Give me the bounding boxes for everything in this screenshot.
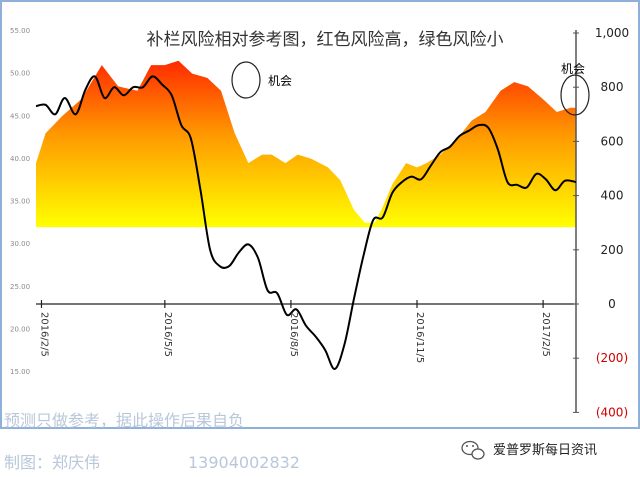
x-tick-label: 2016/2/5 xyxy=(39,312,50,357)
annotation-circle-1 xyxy=(231,61,261,99)
left-tick-label: 25.00 xyxy=(10,283,30,291)
left-tick-label: 45.00 xyxy=(10,112,30,120)
left-tick-label: 40.00 xyxy=(10,155,30,163)
annotations-layer: 机会 机会 xyxy=(231,61,590,116)
chart-title: 补栏风险相对参考图，红色风险高，绿色风险小 xyxy=(147,30,504,50)
footer-disclaimer: 预测只做参考，据此操作后果自负 xyxy=(4,411,244,430)
x-tick-label: 2016/8/5 xyxy=(288,312,299,357)
left-tick-label: 15.00 xyxy=(10,368,30,376)
right-tick-label: (400) xyxy=(596,405,628,419)
annotation-label-2: 机会 xyxy=(561,62,585,76)
area-series-fill xyxy=(36,60,576,228)
annotation-circle-2 xyxy=(560,74,590,116)
left-tick-label: 55.00 xyxy=(10,27,30,35)
left-tick-label: 20.00 xyxy=(10,325,30,333)
left-tick-label: 30.00 xyxy=(10,240,30,248)
right-tick-label: 0 xyxy=(608,297,616,311)
area-layer xyxy=(36,60,576,228)
right-tick-label: 1,000 xyxy=(595,26,629,40)
right-tick-label: 800 xyxy=(601,80,624,94)
footer-author: 制图：郑庆伟 xyxy=(4,453,100,472)
x-tick-label: 2016/5/5 xyxy=(162,312,173,357)
right-tick-label: 600 xyxy=(601,134,624,148)
line-series xyxy=(35,75,577,370)
x-tick-label: 2016/11/5 xyxy=(414,312,425,363)
ticks-layer: 1,000 800 600 400 200 0 (200) (400) 55.00 50.00 45… xyxy=(10,26,629,419)
footer-brand: 爱普罗斯每日资讯 xyxy=(493,442,597,458)
wechat-icon xyxy=(461,440,485,460)
left-tick-label: 50.00 xyxy=(10,70,30,78)
right-tick-label: (200) xyxy=(596,351,628,365)
right-tick-label: 200 xyxy=(601,243,624,257)
left-tick-label: 35.00 xyxy=(10,198,30,206)
footer-phone: 13904002832 xyxy=(188,453,300,472)
line-layer xyxy=(35,75,577,370)
axes-layer xyxy=(36,30,579,413)
x-tick-label: 2017/2/5 xyxy=(540,312,551,357)
annotation-label-1: 机会 xyxy=(268,74,292,88)
right-tick-label: 400 xyxy=(601,189,624,203)
